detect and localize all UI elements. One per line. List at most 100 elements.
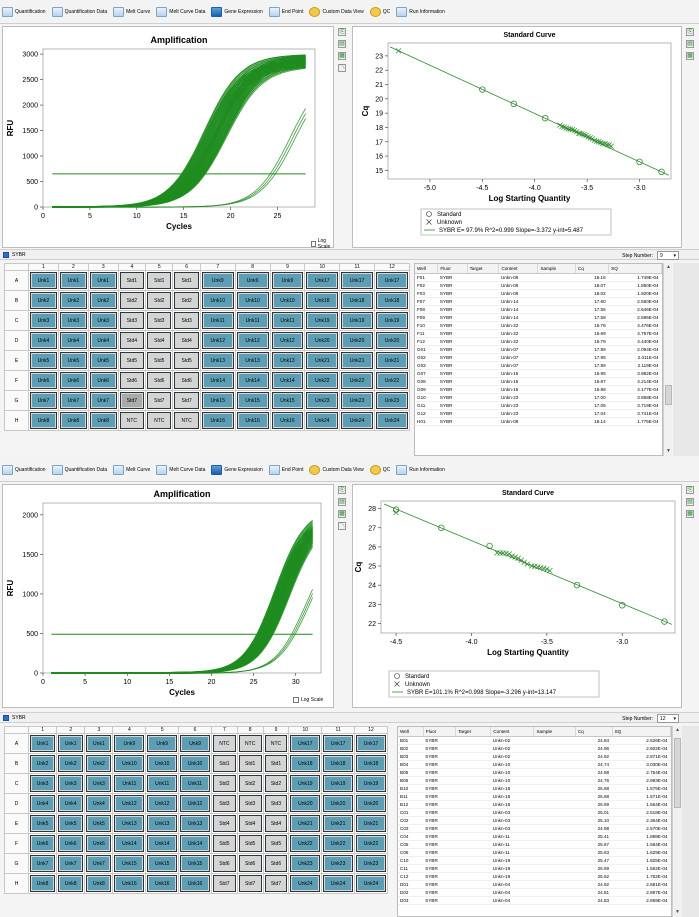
tab-end-point[interactable]: End Point: [268, 462, 303, 478]
well-d6[interactable]: Std4: [174, 332, 199, 349]
well-d9[interactable]: Std3: [264, 795, 288, 812]
table-scrollbar[interactable]: ▲ ▼: [672, 726, 681, 917]
well-e3[interactable]: Unk5: [89, 352, 117, 369]
well-c7[interactable]: Unk11: [201, 312, 234, 329]
well-h11[interactable]: Unk24: [341, 412, 374, 429]
well-b12[interactable]: Unk18: [376, 292, 408, 309]
table-header-cq[interactable]: Cq: [575, 264, 610, 274]
well-b5[interactable]: Std2: [147, 292, 172, 309]
well-c11[interactable]: Unk19: [341, 312, 374, 329]
well-a5[interactable]: Std1: [147, 272, 172, 289]
well-e4[interactable]: Unk13: [114, 815, 145, 832]
plate-column-header[interactable]: 7: [210, 726, 238, 734]
well-b10[interactable]: Unk18: [306, 292, 339, 309]
plate-column-header[interactable]: 11: [321, 726, 356, 734]
well-e11[interactable]: Unk21: [341, 352, 374, 369]
well-a4[interactable]: Unk9: [114, 735, 145, 752]
well-h6[interactable]: Unk16: [180, 875, 210, 892]
well-c3[interactable]: Unk3: [86, 775, 112, 792]
well-e10[interactable]: Unk21: [306, 352, 339, 369]
plate-column-header[interactable]: 4: [112, 726, 147, 734]
well-b11[interactable]: Unk18: [341, 292, 374, 309]
table-row[interactable]: F11 SYBR Unkn-22 16.69 4.767E-04: [415, 329, 662, 338]
well-e1[interactable]: Unk5: [30, 352, 57, 369]
well-d7[interactable]: Unk12: [201, 332, 234, 349]
well-g5[interactable]: Std7: [147, 392, 172, 409]
well-e12[interactable]: Unk21: [376, 352, 408, 369]
plate-row-header[interactable]: D: [4, 793, 29, 814]
well-f12[interactable]: Unk22: [376, 372, 408, 389]
well-f9[interactable]: Unk14: [271, 372, 304, 389]
plate-row-header[interactable]: A: [4, 270, 29, 291]
scroll-down-icon[interactable]: ▼: [666, 448, 671, 454]
table-row[interactable]: F03 SYBR Unkn-06 18.02 1.920E-04: [415, 289, 662, 298]
well-e9[interactable]: Unk13: [271, 352, 304, 369]
copy-icon[interactable]: ⎘: [686, 486, 694, 494]
scroll-thumb[interactable]: [665, 385, 672, 405]
well-g12[interactable]: Unk23: [376, 392, 408, 409]
well-b9[interactable]: Unk10: [271, 292, 304, 309]
amplification-chart[interactable]: Amplification 0 5 10 15 20 25 0 500 1000 1500 2000 2…: [3, 27, 333, 247]
well-c2[interactable]: Unk3: [58, 775, 84, 792]
plate-column-header[interactable]: 9: [269, 263, 306, 271]
well-b8[interactable]: Unk10: [236, 292, 269, 309]
table-row[interactable]: C04 SYBR Unkn-11 25.41 1.898E-04: [398, 832, 671, 841]
well-h2[interactable]: Unk8: [58, 875, 84, 892]
step-number-select[interactable]: 12 ▾: [657, 714, 679, 723]
table-row[interactable]: D02 SYBR Unkn-04 24.81 2.897E-04: [398, 888, 671, 897]
well-g7[interactable]: Std6: [212, 855, 236, 872]
table-row[interactable]: F07 SYBR Unkn-14 17.60 2.560E-04: [415, 297, 662, 306]
export-icon[interactable]: ▦: [686, 510, 694, 518]
well-b3[interactable]: Unk2: [86, 755, 112, 772]
well-a1[interactable]: Unk1: [30, 735, 56, 752]
well-a8[interactable]: NTC: [238, 735, 262, 752]
well-c1[interactable]: Unk3: [30, 312, 57, 329]
scroll-up-icon[interactable]: ▲: [675, 727, 680, 733]
table-row[interactable]: F10 SYBR Unkn-22 16.78 4.476E-04: [415, 321, 662, 330]
tab-quantification-data[interactable]: Quantification Data: [51, 4, 107, 20]
well-f9[interactable]: Std5: [264, 835, 288, 852]
print-icon[interactable]: ▤: [686, 40, 694, 48]
well-e7[interactable]: Std4: [212, 815, 236, 832]
well-a2[interactable]: Unk1: [58, 735, 84, 752]
well-f3[interactable]: Unk6: [86, 835, 112, 852]
table-row[interactable]: G07 SYBR Unkn-15 16.95 3.982E-04: [415, 369, 662, 378]
tab-run-information[interactable]: Run Information: [396, 4, 445, 20]
well-c5[interactable]: Unk11: [147, 775, 178, 792]
well-a2[interactable]: Unk1: [59, 272, 87, 289]
well-c5[interactable]: Std3: [147, 312, 172, 329]
well-g1[interactable]: Unk7: [30, 392, 57, 409]
well-b6[interactable]: Std2: [174, 292, 199, 309]
table-header-sq[interactable]: SQ: [608, 264, 662, 274]
well-g1[interactable]: Unk7: [30, 855, 56, 872]
plate-column-header[interactable]: 3: [84, 726, 114, 734]
print-icon[interactable]: ▤: [686, 498, 694, 506]
well-d12[interactable]: Unk20: [376, 332, 408, 349]
table-row[interactable]: C10 SYBR Unkn-19 25.47 1.825E-04: [398, 856, 671, 865]
well-d5[interactable]: Std4: [147, 332, 172, 349]
well-f2[interactable]: Unk6: [59, 372, 87, 389]
well-c9[interactable]: Unk11: [271, 312, 304, 329]
well-d7[interactable]: Std3: [212, 795, 236, 812]
plate-row-header[interactable]: C: [4, 310, 29, 331]
table-row[interactable]: C01 SYBR Unkn-03 25.01 2.518E-04: [398, 808, 671, 817]
plate-row-header[interactable]: G: [4, 390, 29, 411]
plate-row-header[interactable]: F: [4, 370, 29, 391]
step-number-select[interactable]: 9 ▾: [657, 251, 679, 260]
table-row[interactable]: C06 SYBR Unkn-11 25.63 1.629E-04: [398, 848, 671, 857]
well-h6[interactable]: NTC: [174, 412, 199, 429]
table-header-well[interactable]: Well: [415, 264, 439, 274]
log-scale-toggle[interactable]: Log Scale: [311, 238, 333, 250]
well-a10[interactable]: Unk17: [306, 272, 339, 289]
well-e10[interactable]: Unk21: [290, 815, 321, 832]
well-c10[interactable]: Unk19: [306, 312, 339, 329]
well-a7[interactable]: Unk9: [201, 272, 234, 289]
table-row[interactable]: H01 SYBR Unkn-08 18.14 1.775E-04: [415, 417, 662, 426]
well-e5[interactable]: Unk13: [147, 815, 178, 832]
well-a6[interactable]: Std1: [174, 272, 199, 289]
well-g4[interactable]: Unk15: [114, 855, 145, 872]
well-e11[interactable]: Unk21: [323, 815, 354, 832]
plate-column-header[interactable]: 6: [172, 263, 201, 271]
well-h4[interactable]: Unk16: [114, 875, 145, 892]
well-c4[interactable]: Unk11: [114, 775, 145, 792]
